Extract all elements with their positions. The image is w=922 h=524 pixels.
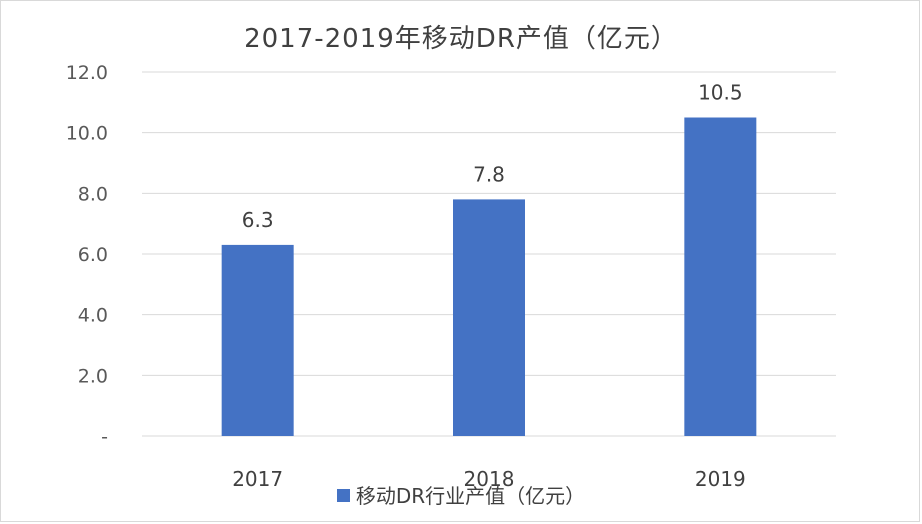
bar [684, 117, 757, 436]
chart-title: 2017-2019年移动DR产值（亿元） [244, 24, 678, 54]
legend-swatch [336, 489, 350, 502]
y-tick-label: 6.0 [78, 244, 108, 266]
data-label: 7.8 [473, 162, 505, 186]
x-tick-label: 2018 [464, 467, 515, 491]
bar [453, 199, 525, 436]
legend-label: 移动DR行业产值（亿元） [355, 484, 586, 508]
y-tick-label: 12.0 [66, 62, 108, 84]
data-label: 10.5 [698, 81, 743, 105]
x-tick-label: 2019 [695, 467, 746, 491]
legend: 移动DR行业产值（亿元） [0, 480, 922, 509]
y-tick-label: 10.0 [66, 123, 108, 145]
bar [221, 244, 294, 436]
y-tick-label: 2.0 [78, 365, 108, 387]
y-tick-label: 8.0 [78, 183, 108, 205]
data-label: 6.3 [242, 208, 274, 232]
x-tick-label: 2017 [232, 467, 283, 491]
y-tick-label: 4.0 [78, 305, 108, 327]
y-tick-label: - [101, 426, 108, 448]
